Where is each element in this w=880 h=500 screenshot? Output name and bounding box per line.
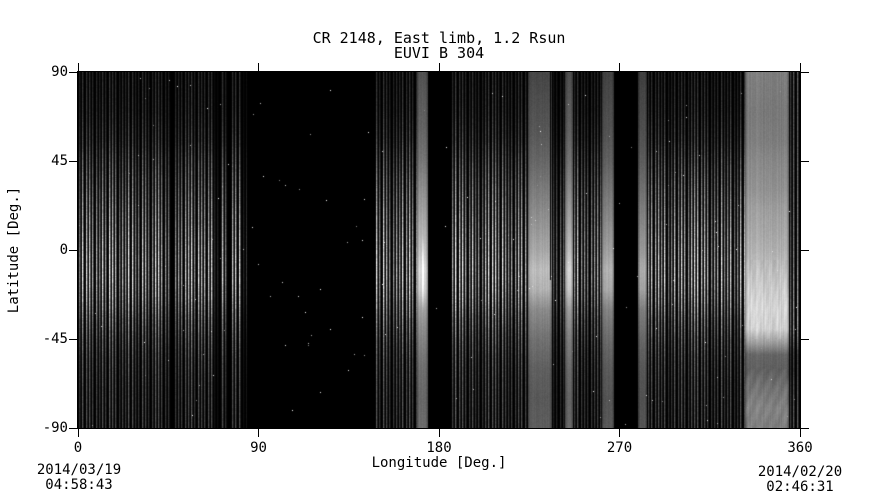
x-axis-tick-label: 90 <box>250 440 267 456</box>
start-date: 2014/03/19 <box>36 462 122 478</box>
synoptic-map <box>78 72 800 428</box>
y-axis-tick-label: 90 <box>51 64 68 80</box>
x-axis-tick <box>438 429 440 437</box>
y-axis-tick-right <box>801 160 809 162</box>
start-time: 04:58:43 <box>45 477 113 493</box>
y-axis-tick <box>69 427 77 429</box>
y-axis-tick <box>69 71 77 73</box>
chart-subtitle: EUVI B 304 <box>393 44 485 62</box>
start-datetime: 2014/03/19 04:58:43 <box>24 463 134 493</box>
x-axis-tick-label: 270 <box>606 440 633 456</box>
x-axis-tick-label: 180 <box>426 440 452 456</box>
x-axis-tick <box>77 429 79 437</box>
x-axis-tick <box>619 429 620 437</box>
y-axis-tick-label: 45 <box>51 153 68 169</box>
x-axis-tick <box>258 429 259 437</box>
x-axis-tick-top <box>438 63 440 71</box>
y-axis-tick-right <box>801 427 809 429</box>
x-axis-tick-top <box>77 63 79 71</box>
y-axis-tick <box>69 249 77 251</box>
y-axis-tick <box>69 338 77 340</box>
y-axis-tick <box>69 160 77 162</box>
end-date: 2014/02/20 <box>757 464 843 480</box>
x-axis-tick-label: 0 <box>73 440 83 456</box>
x-axis-tick-top <box>799 63 801 71</box>
y-axis-tick-label: -45 <box>42 331 68 347</box>
y-axis-tick-right <box>801 249 809 251</box>
end-datetime: 2014/02/20 02:46:31 <box>745 465 855 495</box>
end-time: 02:46:31 <box>766 479 834 495</box>
y-axis-tick-right <box>801 338 809 340</box>
x-axis-label: Longitude [Deg.] <box>371 455 507 471</box>
chart-title: CR 2148, East limb, 1.2 Rsun <box>312 29 566 47</box>
x-axis-tick-top <box>619 63 620 71</box>
x-axis-tick-label: 360 <box>787 440 813 456</box>
x-axis-tick-top <box>258 63 259 71</box>
y-axis-tick-label: -90 <box>42 420 68 436</box>
x-axis-tick <box>799 429 801 437</box>
y-axis-tick-right <box>801 71 809 73</box>
y-axis-tick-label: 0 <box>59 242 68 258</box>
